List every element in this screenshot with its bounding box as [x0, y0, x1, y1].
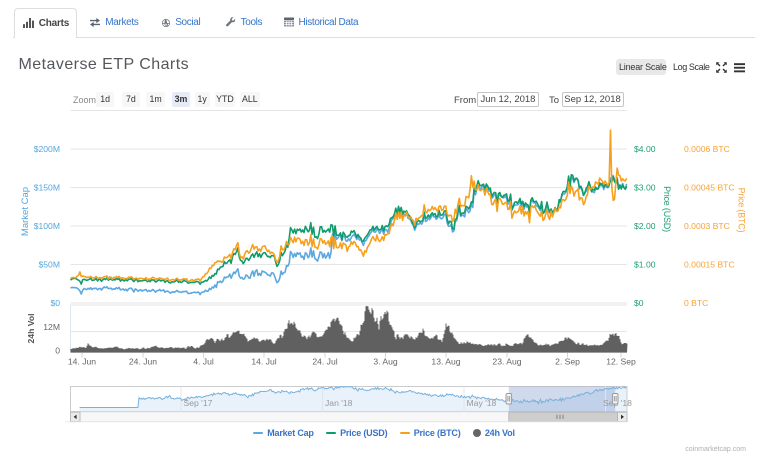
svg-text:12M: 12M	[43, 322, 60, 332]
svg-text:Jan '18: Jan '18	[325, 398, 353, 408]
svg-text:0.0006 BTC: 0.0006 BTC	[684, 144, 730, 154]
svg-text:0.0003 BTC: 0.0003 BTC	[684, 221, 730, 231]
svg-text:3. Aug: 3. Aug	[373, 357, 398, 367]
svg-text:4. Jul: 4. Jul	[193, 357, 214, 367]
svg-text:$3.00: $3.00	[634, 183, 656, 193]
svg-text:0.00015 BTC: 0.00015 BTC	[684, 260, 735, 270]
svg-text:Price (BTC): Price (BTC)	[737, 188, 747, 233]
svg-text:$2.00: $2.00	[634, 221, 656, 231]
svg-text:$4.00: $4.00	[634, 144, 656, 154]
svg-text:0: 0	[55, 346, 60, 356]
svg-text:$150M: $150M	[34, 183, 60, 193]
svg-text:Market Cap: Market Cap	[20, 187, 31, 236]
svg-text:23. Aug: 23. Aug	[492, 357, 521, 367]
svg-text:$1.00: $1.00	[634, 260, 656, 270]
svg-text:$0: $0	[50, 298, 60, 308]
svg-text:$50M: $50M	[39, 260, 61, 270]
svg-text:$200M: $200M	[34, 144, 60, 154]
svg-text:12. Sep: 12. Sep	[606, 357, 636, 367]
svg-text:24. Jun: 24. Jun	[129, 357, 157, 367]
svg-text:13. Aug: 13. Aug	[431, 357, 460, 367]
svg-text:14. Jul: 14. Jul	[251, 357, 276, 367]
svg-text:2. Sep: 2. Sep	[555, 357, 580, 367]
svg-text:24h Vol: 24h Vol	[26, 314, 36, 344]
svg-text:Price (USD): Price (USD)	[662, 186, 672, 232]
svg-text:Sep '17: Sep '17	[184, 398, 213, 408]
svg-text:14. Jun: 14. Jun	[68, 357, 96, 367]
svg-text:May '18: May '18	[467, 398, 497, 408]
svg-text:$100M: $100M	[34, 221, 60, 231]
svg-text:24. Jul: 24. Jul	[312, 357, 337, 367]
svg-text:0 BTC: 0 BTC	[684, 298, 708, 308]
svg-text:0.00045 BTC: 0.00045 BTC	[684, 183, 735, 193]
svg-text:$0: $0	[634, 298, 644, 308]
